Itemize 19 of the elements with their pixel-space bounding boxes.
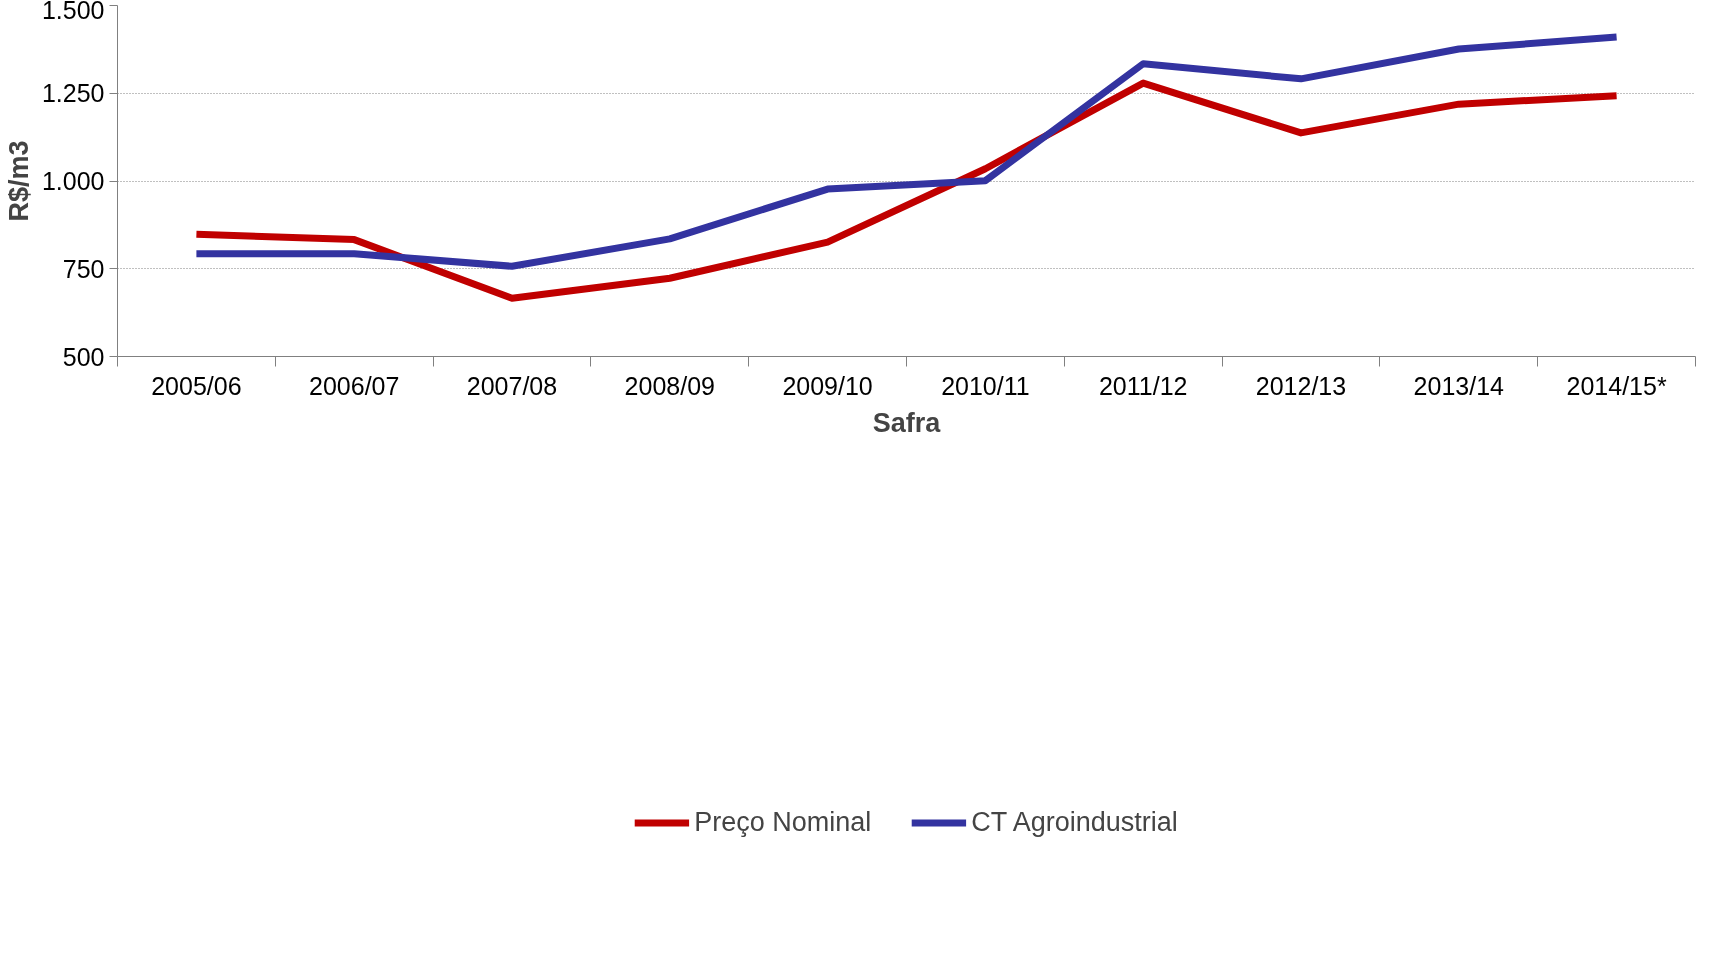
x-tick-label: 2005/06 — [151, 371, 242, 400]
x-tick-label: 2011/12 — [1098, 371, 1188, 400]
legend-label: Preço Nominal — [694, 806, 872, 838]
x-tick-label: 2010/11 — [941, 371, 1030, 400]
x-tick-label: 2009/10 — [782, 371, 873, 400]
legend-label: CT Agroindustrial — [971, 806, 1178, 838]
x-tick-label: 2007/08 — [466, 371, 558, 400]
y-tick-label: 1.250 — [41, 79, 105, 108]
x-tick-label: 2014/15* — [1566, 371, 1667, 400]
y-tick-label: 1.500 — [41, 0, 105, 24]
y-tick-label: 1.000 — [41, 167, 105, 195]
x-tick-label: 2008/09 — [624, 371, 715, 400]
y-tick-label: 750 — [62, 254, 105, 283]
x-tick-label: 2013/14 — [1413, 371, 1505, 400]
y-tick-label: 500 — [62, 342, 105, 371]
x-tick-label: 2012/13 — [1255, 371, 1347, 400]
x-tick-label: 2006/07 — [309, 371, 400, 400]
x-axis-title: Safra — [872, 407, 942, 438]
y-axis-title: R$/m3 — [3, 140, 34, 222]
